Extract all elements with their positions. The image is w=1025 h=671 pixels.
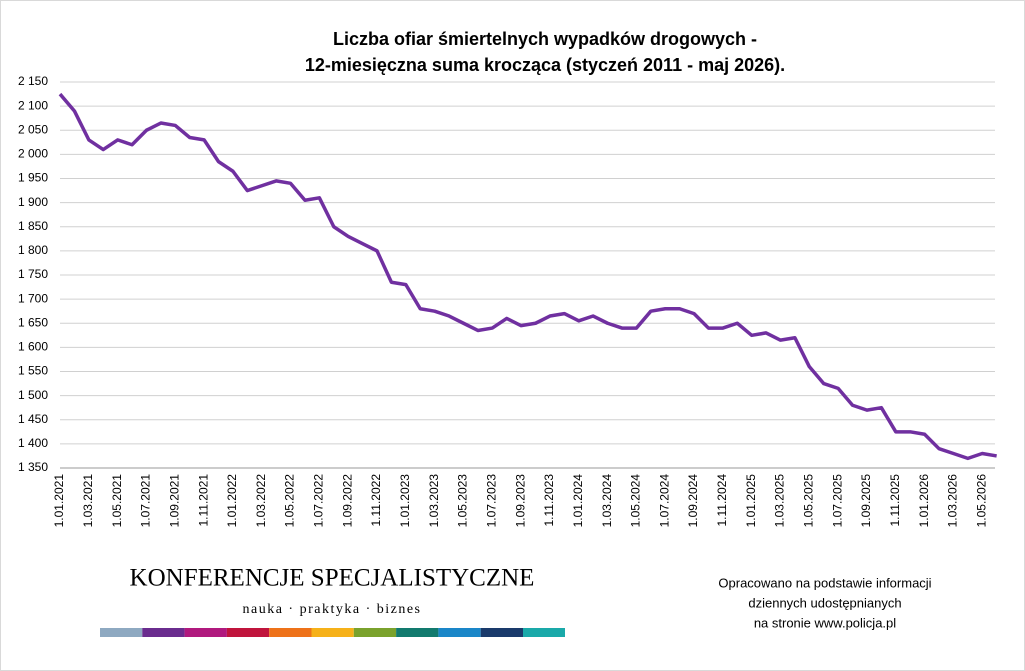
x-tick-label: 1.05.2024 [629,474,643,528]
logo-tagline: nauka · praktyka · biznes [243,602,422,617]
x-tick-label: 1.07.2024 [657,474,671,528]
y-tick-label: 1 550 [18,364,48,378]
y-tick-label: 1 950 [18,171,48,185]
x-tick-label: 1.07.2023 [484,474,498,528]
x-tick-label: 1.05.2021 [110,474,124,528]
y-tick-label: 1 800 [18,243,48,257]
y-tick-label: 1 400 [18,436,48,450]
x-tick-label: 1.09.2023 [513,474,527,528]
x-tick-label: 1.11.2022 [369,474,383,527]
y-tick-label: 1 750 [18,267,48,281]
x-tick-label: 1.01.2024 [571,474,585,528]
x-tick-label: 1.01.2026 [917,474,931,528]
x-tick-label: 1.01.2022 [225,474,239,528]
x-tick-label: 1.11.2023 [542,474,556,527]
x-tick-label: 1.05.2025 [801,474,815,528]
logo: KONFERENCJE SPECJALISTYCZNE [130,565,535,592]
y-tick-label: 2 000 [18,147,48,161]
y-tick-label: 1 350 [18,460,48,474]
x-tick-label: 1.03.2022 [254,474,268,528]
y-tick-label: 1 600 [18,340,48,354]
chart-title: Liczba ofiar śmiertelnych wypadków drogo… [333,29,757,49]
y-tick-label: 1 700 [18,291,48,305]
x-tick-label: 1.03.2023 [427,474,441,528]
color-bar [100,628,565,637]
x-tick-label: 1.11.2021 [196,474,210,527]
x-tick-label: 1.11.2025 [888,474,902,527]
source-note: dziennych udostępnianych [748,595,901,610]
x-tick-label: 1.09.2021 [167,474,181,528]
y-tick-label: 1 650 [18,315,48,329]
x-tick-label: 1.07.2022 [312,474,326,528]
chart-title: 12-miesięczna suma krocząca (styczeń 201… [305,55,785,75]
x-tick-label: 1.09.2022 [340,474,354,528]
x-tick-label: 1.05.2022 [283,474,297,528]
y-tick-label: 2 050 [18,122,48,136]
y-tick-label: 1 450 [18,412,48,426]
y-tick-label: 1 850 [18,219,48,233]
x-tick-label: 1.01.2021 [52,474,66,528]
source-note: na stronie www.policja.pl [754,615,896,630]
x-tick-label: 1.03.2021 [81,474,95,528]
x-tick-label: 1.05.2026 [974,474,988,528]
x-tick-label: 1.01.2023 [398,474,412,528]
data-line [58,92,997,461]
x-tick-label: 1.07.2021 [139,474,153,528]
x-tick-label: 1.03.2025 [773,474,787,528]
x-tick-label: 1.01.2025 [744,474,758,528]
y-tick-label: 1 900 [18,195,48,209]
x-tick-label: 1.11.2024 [715,474,729,527]
source-note: Opracowano na podstawie informacji [718,575,931,590]
y-tick-label: 1 500 [18,388,48,402]
x-tick-label: 1.03.2024 [600,474,614,528]
y-tick-label: 2 100 [18,98,48,112]
x-tick-label: 1.09.2025 [859,474,873,528]
y-tick-label: 2 150 [18,74,48,88]
x-tick-label: 1.09.2024 [686,474,700,528]
x-tick-label: 1.03.2026 [946,474,960,528]
x-tick-label: 1.07.2025 [830,474,844,528]
x-tick-label: 1.05.2023 [456,474,470,528]
